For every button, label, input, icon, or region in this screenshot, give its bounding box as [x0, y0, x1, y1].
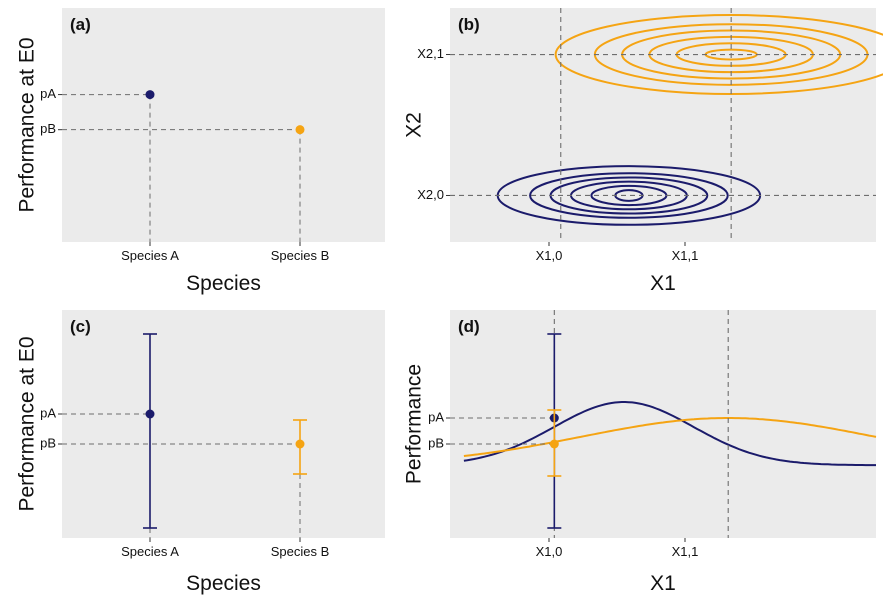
y-tick-label: pA — [428, 409, 444, 424]
y-tick-label: pA — [40, 86, 56, 101]
data-point — [549, 439, 559, 449]
x-tick-label: X1,0 — [536, 248, 563, 263]
x-tick-label: X1,1 — [672, 544, 699, 559]
series-line — [463, 401, 876, 467]
data-point — [145, 90, 155, 100]
data-point — [145, 409, 155, 419]
x-axis-label: X1 — [650, 572, 676, 595]
y-tick-label: pB — [40, 121, 56, 136]
y-axis-label: Performance at E0 — [16, 336, 39, 511]
y-tick-label: X2,0 — [417, 187, 444, 202]
panel-label: (b) — [458, 15, 480, 34]
panel-label: (d) — [458, 317, 480, 336]
x-axis-label: Species — [186, 572, 261, 595]
y-tick-label: pB — [40, 435, 56, 450]
x-tick-label: Species A — [121, 544, 179, 559]
x-tick-label: Species B — [271, 248, 330, 263]
panel-background — [450, 310, 876, 538]
panel-label: (c) — [70, 317, 91, 336]
y-tick-label: X2,1 — [417, 46, 444, 61]
panel-d: (d) X1 Performance pA pB X1,0 X1,1 — [403, 310, 877, 595]
y-axis-label: X2 — [403, 112, 426, 138]
x-tick-label: X1,0 — [536, 544, 563, 559]
contour-ellipse — [529, 172, 729, 219]
data-point — [295, 439, 305, 449]
x-tick-label: X1,1 — [672, 248, 699, 263]
y-axis-label: Performance at E0 — [16, 37, 39, 212]
panel-a: (a) Species Performance at E0 pA pB Species A… — [16, 8, 385, 295]
panel-c: (c) Species Performance at E0 pA pB Species A… — [16, 310, 385, 595]
panel-b: (b) X1 X2 X2,0 X2,1 X1,0 X1,1 — [403, 8, 883, 295]
x-axis-label: Species — [186, 272, 261, 295]
y-axis-label: Performance — [403, 364, 426, 484]
series-line — [463, 417, 877, 457]
y-tick-label: pB — [428, 435, 444, 450]
panel-background — [62, 8, 385, 242]
x-tick-label: Species B — [271, 544, 330, 559]
x-axis-label: X1 — [650, 272, 676, 295]
panel-label: (a) — [70, 15, 91, 34]
y-tick-label: pA — [40, 405, 56, 420]
x-tick-label: Species A — [121, 248, 179, 263]
data-point — [295, 125, 305, 135]
panel-background — [62, 310, 385, 538]
